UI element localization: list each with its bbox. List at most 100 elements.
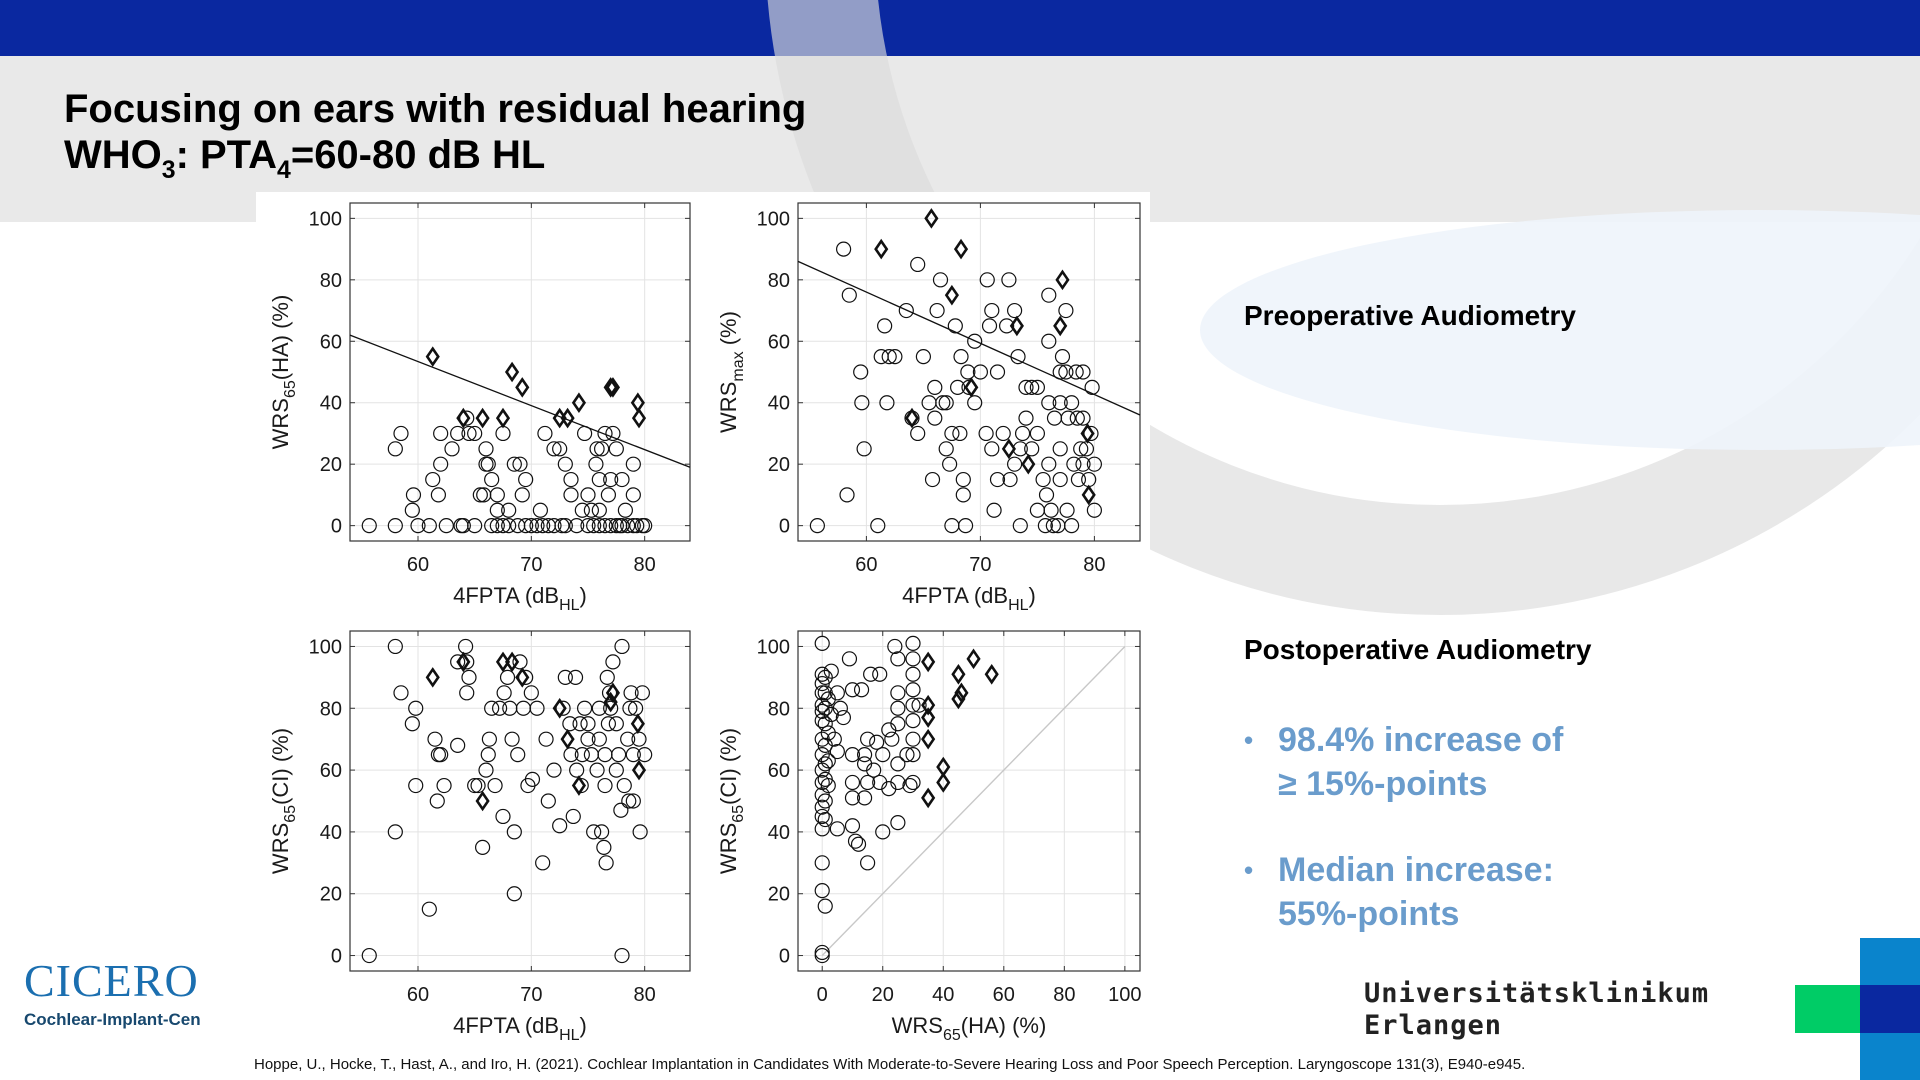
- data-point-circle: [905, 697, 921, 713]
- data-point-circle: [873, 349, 889, 365]
- data-point-circle: [563, 487, 579, 503]
- data-point-diamond: [552, 697, 567, 719]
- data-point-circle: [599, 669, 615, 685]
- y-axis-label-main: WRS: [268, 823, 293, 874]
- data-point-circle: [1066, 456, 1082, 472]
- data-point-diamond: [515, 667, 530, 688]
- data-point-circle: [603, 518, 619, 534]
- data-point-circle: [902, 777, 918, 794]
- data-point-diamond: [630, 713, 645, 735]
- data-point-circle: [393, 425, 409, 442]
- data-point-circle: [890, 716, 906, 732]
- x-axis-label-end: (HA) (%): [961, 1013, 1047, 1038]
- data-point-circle: [829, 743, 845, 760]
- data-point-circle: [866, 762, 882, 778]
- data-point-circle: [938, 441, 954, 457]
- data-point-circle: [955, 471, 971, 488]
- data-point-circle: [814, 703, 830, 719]
- data-point-circle: [1041, 333, 1057, 349]
- data-point-circle: [387, 441, 403, 457]
- data-point-circle: [569, 518, 585, 534]
- data-point-circle: [1037, 518, 1053, 534]
- data-point-circle: [856, 441, 872, 457]
- y-axis-label: WRSmax (%): [716, 311, 747, 433]
- data-point-circle: [427, 731, 443, 747]
- data-point-circle: [410, 518, 426, 534]
- data-point-circle: [514, 487, 530, 503]
- y-tick-label: 0: [779, 516, 790, 538]
- data-point-circle: [999, 318, 1015, 334]
- x-tick-label: 70: [969, 554, 991, 576]
- data-point-circle: [823, 663, 839, 679]
- data-point-circle: [408, 700, 424, 716]
- data-point-circle: [860, 774, 876, 791]
- data-point-circle: [476, 487, 492, 503]
- data-point-circle: [480, 456, 496, 472]
- data-point-diamond: [631, 759, 647, 781]
- x-axis-label: 4FPTA (dBHL): [453, 583, 587, 614]
- data-point-diamond: [921, 787, 936, 809]
- data-point-circle: [506, 456, 522, 472]
- y-tick-label: 0: [331, 516, 342, 538]
- data-point-circle: [1029, 425, 1046, 442]
- data-point-circle: [532, 502, 549, 518]
- data-point-circle: [1029, 502, 1046, 518]
- data-point-circle: [393, 685, 409, 701]
- data-point-diamond: [1080, 423, 1095, 444]
- data-point-circle: [1046, 410, 1063, 426]
- data-point-circle: [981, 318, 998, 334]
- data-point-circle: [863, 666, 879, 682]
- identity-line: [821, 645, 1126, 957]
- bullet-line: 55%-points: [1278, 895, 1460, 933]
- data-point-circle: [565, 808, 581, 825]
- cicero-logo: CICERO Cochlear-Implant-Cen: [24, 958, 201, 1030]
- x-tick-label: 80: [634, 554, 656, 576]
- data-point-circle: [814, 821, 830, 837]
- bullet-line: 98.4% increase of: [1278, 721, 1564, 759]
- data-point-circle: [405, 487, 422, 503]
- data-point-circle: [433, 747, 449, 763]
- data-point-circle: [814, 855, 830, 871]
- data-point-circle: [563, 471, 579, 488]
- bullet-line: ≥ 15%-points: [1278, 765, 1488, 803]
- data-point-circle: [829, 821, 845, 837]
- data-point-circle: [890, 651, 906, 667]
- plot-frame: [797, 202, 1141, 542]
- y-axis-label: WRS65(HA) (%): [268, 295, 299, 450]
- x-tick-label: 20: [872, 984, 894, 1006]
- data-point-circle: [605, 654, 621, 670]
- data-point-circle: [899, 747, 915, 763]
- x-axis-label-sub: HL: [559, 597, 580, 614]
- title-line-2: WHO3: PTA4=60-80 dB HL: [64, 133, 545, 184]
- x-tick-label: 40: [932, 984, 954, 1006]
- data-point-circle: [853, 682, 870, 698]
- x-tick-label: 60: [855, 554, 877, 576]
- bullet-marker: •: [1244, 855, 1254, 885]
- data-point-circle: [841, 651, 858, 667]
- data-point-circle: [554, 518, 570, 534]
- data-point-circle: [844, 790, 861, 806]
- data-point-circle: [986, 502, 1002, 518]
- data-point-circle: [1070, 471, 1087, 488]
- data-point-circle: [552, 818, 568, 834]
- data-point-circle: [591, 471, 607, 488]
- data-point-circle: [616, 777, 632, 794]
- data-point-circle: [625, 456, 641, 472]
- data-point-circle: [586, 518, 602, 534]
- data-point-circle: [589, 762, 605, 778]
- data-point-circle: [387, 638, 403, 655]
- data-point-circle: [1075, 410, 1091, 426]
- data-point-circle: [600, 716, 617, 732]
- data-point-circle: [524, 771, 541, 787]
- data-point-circle: [632, 824, 648, 840]
- data-point-circle: [461, 669, 477, 685]
- data-point-circle: [470, 777, 486, 794]
- data-point-circle: [608, 762, 624, 778]
- data-point-circle: [535, 855, 551, 871]
- data-point-circle: [1058, 302, 1074, 319]
- data-point-circle: [910, 256, 926, 273]
- data-point-circle: [1052, 395, 1068, 411]
- data-point-diamond: [944, 284, 959, 306]
- data-point-circle: [814, 883, 830, 899]
- university-line-1: Universitätsklinikum: [1364, 978, 1710, 1009]
